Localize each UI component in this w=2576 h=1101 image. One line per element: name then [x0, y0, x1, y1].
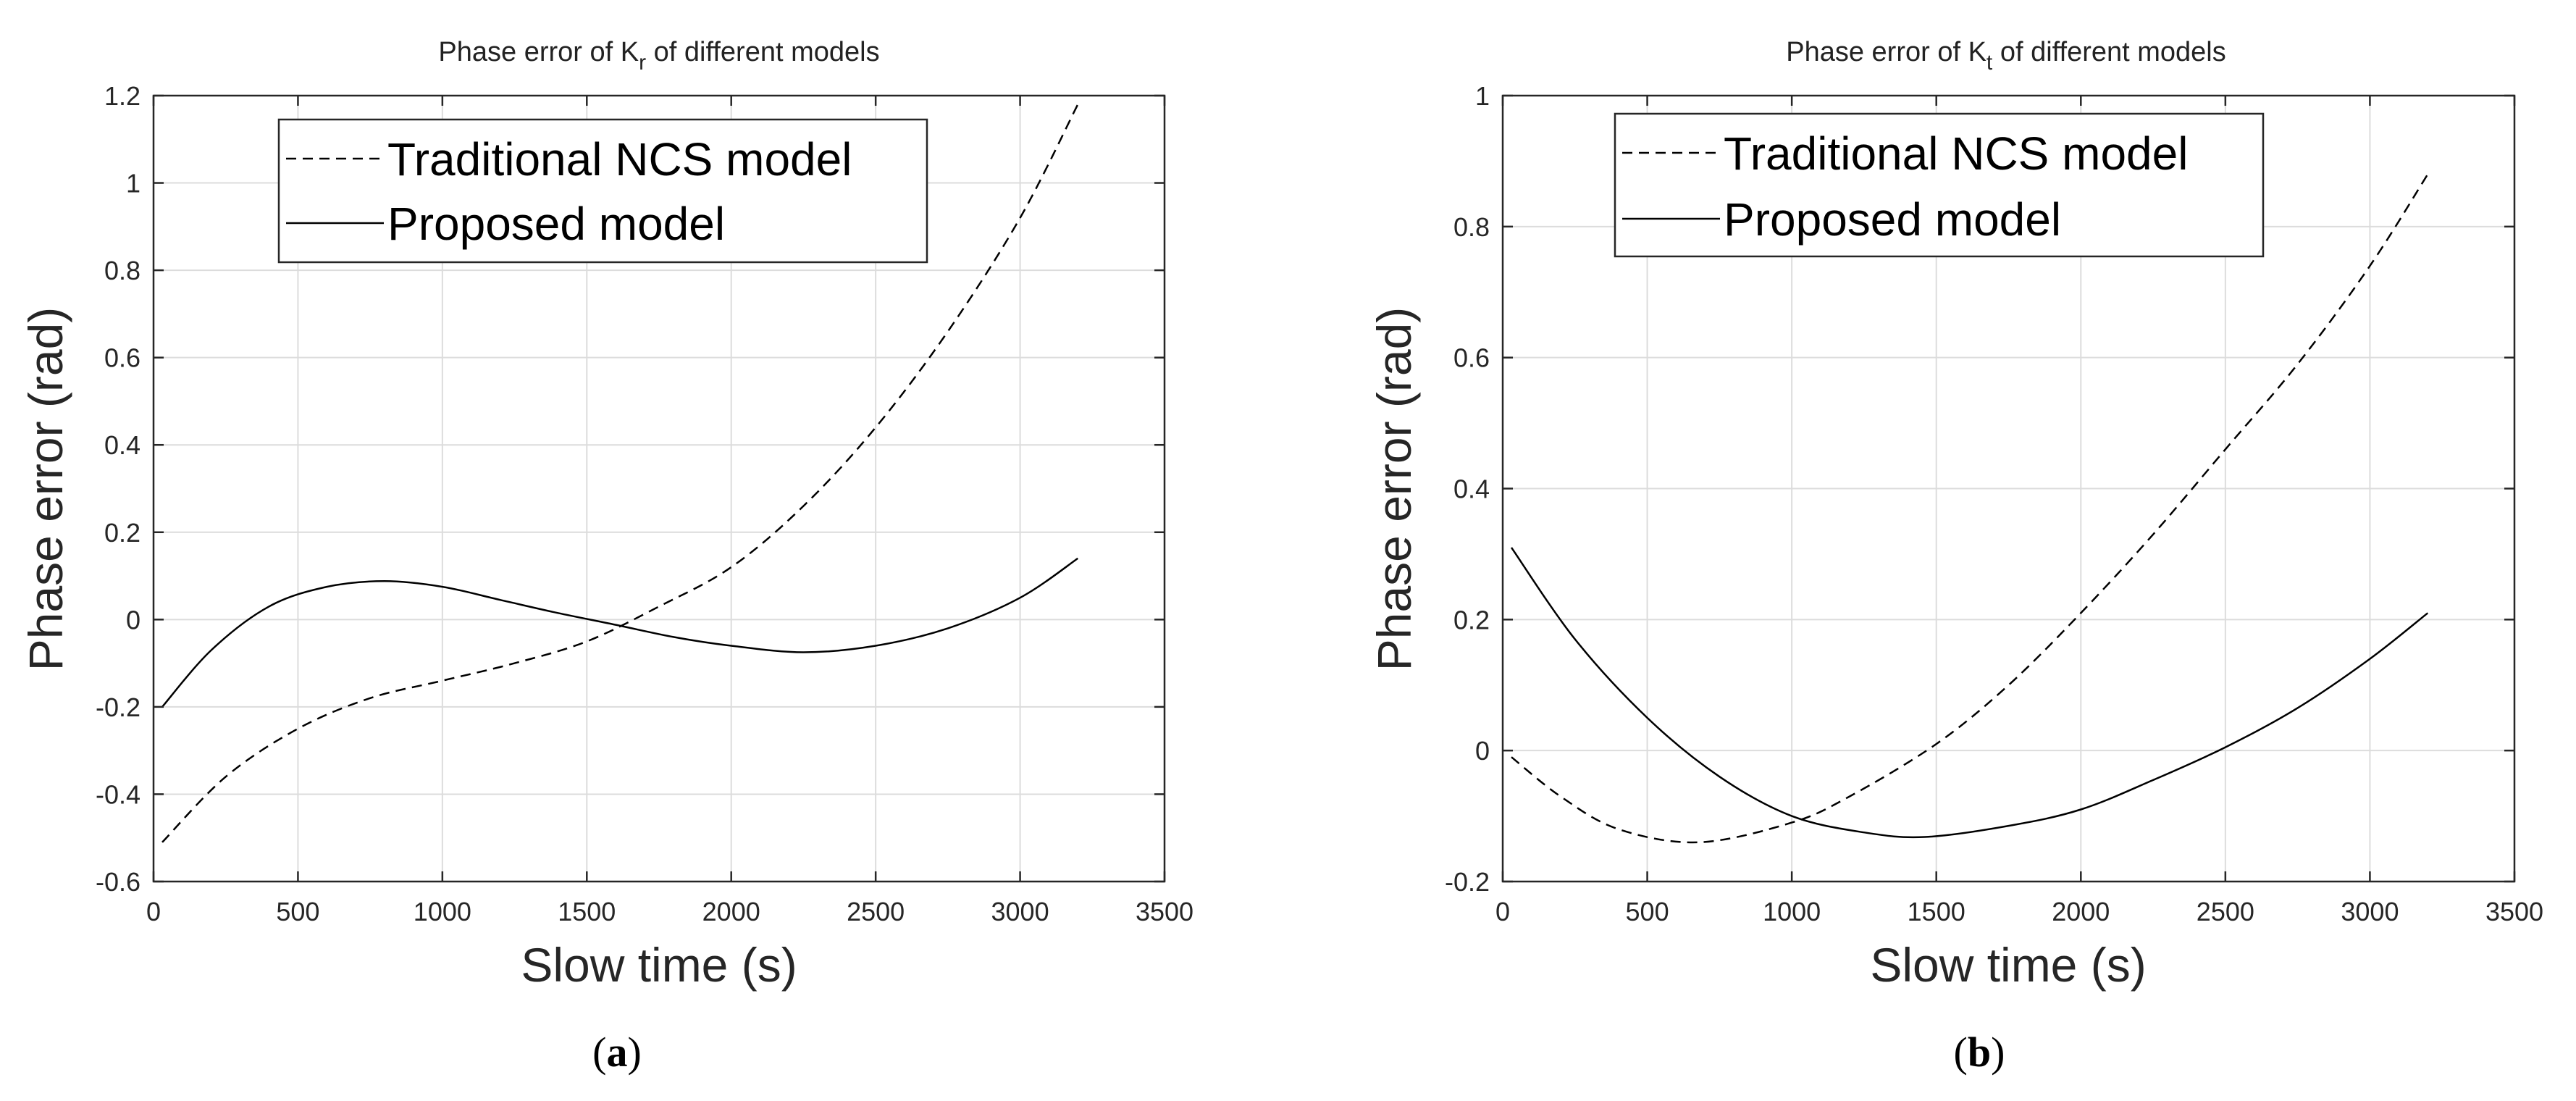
x-axis-label-b: Slow time (s)	[1870, 938, 2146, 992]
legend-a: Traditional NCS model Proposed model	[277, 118, 928, 264]
x-tick-label: 1500	[1908, 897, 1965, 926]
ticks-a: 0 500 1000 1500 2000 2500 3000 3500 -0.6 -0.4 -0.2…	[96, 81, 1193, 926]
chart-panel-b: Phase error of Kt of different models 0 5…	[1367, 37, 2543, 1076]
y-tick-label: 0.2	[1453, 605, 1490, 635]
y-tick-label: 0.2	[104, 518, 140, 548]
y-tick-label: 0.6	[1453, 343, 1490, 373]
y-tick-label: 1	[1475, 81, 1490, 111]
y-tick-label: 0.8	[1453, 212, 1490, 242]
y-axis-label-b: Phase error (rad)	[1367, 307, 1421, 671]
chart-title-a: Phase error of Kr of different models	[438, 37, 879, 75]
y-tick-label: -0.4	[96, 779, 140, 809]
x-axis-label-a: Slow time (s)	[521, 938, 797, 992]
y-tick-label: 0.4	[104, 430, 140, 460]
legend-label-proposed-a: Proposed model	[387, 198, 725, 250]
legend-box-b	[1614, 112, 2265, 258]
y-tick-label: -0.6	[96, 867, 140, 897]
y-tick-label: -0.2	[1445, 867, 1490, 897]
y-tick-label: 0.8	[104, 256, 140, 285]
chart-title-b: Phase error of Kt of different models	[1786, 37, 2226, 75]
x-tick-label: 1000	[414, 897, 471, 926]
x-tick-label: 2000	[2052, 897, 2110, 926]
ticks-b: 0 500 1000 1500 2000 2500 3000 3500-0.200.20.40…	[1445, 81, 2543, 926]
x-tick-label: 3500	[2485, 897, 2543, 926]
legend-label-traditional-a: Traditional NCS model	[387, 133, 852, 185]
series-a	[161, 104, 1079, 843]
series-b	[1510, 173, 2429, 844]
y-tick-label: 0	[1475, 736, 1490, 766]
x-tick-label: 3000	[2341, 897, 2399, 926]
series-line-traditional-ncs	[161, 104, 1079, 843]
series-line-proposed	[1510, 547, 2429, 839]
x-tick-label: 2000	[702, 897, 760, 926]
panel-label-b: (b)	[1954, 1029, 2005, 1076]
x-tick-label: 500	[276, 897, 319, 926]
legend-box-a	[277, 118, 928, 264]
y-tick-label: 0.4	[1453, 474, 1490, 504]
x-tick-label: 1500	[558, 897, 616, 926]
y-axis-label-a: Phase error (rad)	[19, 307, 72, 671]
y-tick-label: 1.2	[104, 81, 140, 111]
x-tick-label: 2500	[847, 897, 905, 926]
panel-label-a: (a)	[592, 1029, 642, 1076]
legend-label-traditional-b: Traditional NCS model	[1724, 127, 2188, 180]
x-tick-label: 2500	[2197, 897, 2254, 926]
y-tick-label: 0	[126, 605, 140, 635]
y-tick-label: 1	[126, 169, 140, 198]
series-line-proposed	[161, 557, 1079, 708]
x-tick-label: 1000	[1763, 897, 1821, 926]
x-tick-label: 0	[1495, 897, 1510, 926]
chart-panel-a: Phase error of Kr of different models 0 5…	[19, 37, 1193, 1076]
legend-label-proposed-b: Proposed model	[1724, 193, 2061, 246]
y-tick-label: -0.2	[96, 692, 140, 722]
x-tick-label: 0	[146, 897, 161, 926]
x-tick-label: 3500	[1136, 897, 1193, 926]
y-tick-label: 0.6	[104, 343, 140, 373]
legend-b: Traditional NCS model Proposed model	[1614, 112, 2265, 258]
x-tick-label: 3000	[991, 897, 1049, 926]
x-tick-label: 500	[1626, 897, 1669, 926]
plot-frame-a	[152, 94, 1166, 883]
